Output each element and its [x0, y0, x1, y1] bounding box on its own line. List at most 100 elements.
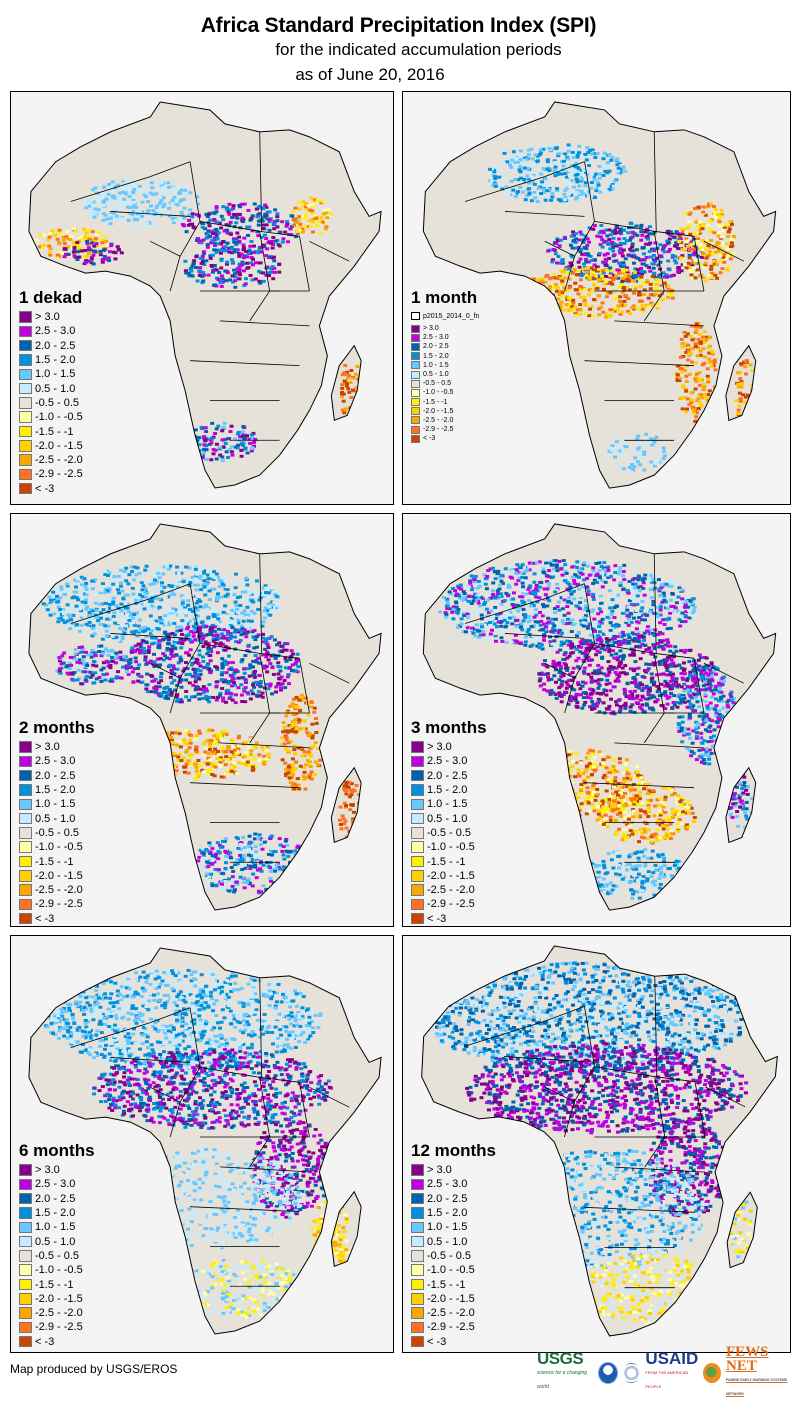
- spi-pixel: [215, 443, 219, 446]
- spi-pixel: [638, 456, 642, 459]
- spi-pixel: [224, 245, 228, 248]
- spi-pixel: [120, 589, 124, 592]
- spi-pixel: [58, 229, 62, 232]
- spi-pixel: [591, 271, 595, 274]
- spi-pixel: [183, 189, 187, 192]
- spi-pixel: [194, 775, 198, 778]
- spi-pixel: [231, 626, 235, 629]
- spi-pixel: [551, 303, 555, 306]
- spi-pixel: [76, 244, 80, 247]
- spi-pixel: [268, 614, 272, 617]
- spi-pixel: [554, 283, 558, 286]
- spi-pixel: [94, 237, 98, 240]
- spi-pixel: [104, 602, 108, 605]
- spi-pixel: [518, 186, 522, 189]
- spi-pixel: [138, 593, 142, 596]
- spi-pixel: [172, 752, 176, 755]
- spi-pixel: [265, 670, 269, 673]
- spi-pixel: [590, 289, 594, 292]
- spi-pixel: [262, 223, 266, 226]
- spi-pixel: [343, 364, 347, 367]
- spi-pixel: [226, 771, 230, 774]
- spi-pixel: [249, 749, 253, 752]
- spi-pixel: [577, 270, 581, 273]
- spi-pixel: [225, 671, 229, 674]
- spi-pixel: [569, 308, 573, 311]
- spi-pixel: [225, 261, 229, 264]
- spi-pixel: [194, 568, 198, 571]
- spi-pixel: [679, 356, 683, 359]
- spi-pixel: [218, 281, 222, 284]
- spi-pixel: [697, 407, 701, 410]
- spi-pixel: [562, 164, 566, 167]
- spi-pixel: [559, 301, 563, 304]
- spi-pixel: [107, 597, 111, 600]
- spi-pixel: [143, 659, 147, 662]
- spi-pixel: [359, 810, 363, 813]
- spi-pixel: [183, 207, 187, 210]
- legend-extra-label: p2015_2014_0_fn: [423, 313, 479, 320]
- spi-pixel: [576, 154, 580, 157]
- spi-pixel: [306, 858, 310, 861]
- spi-pixel: [676, 247, 680, 250]
- spi-pixel: [192, 262, 196, 265]
- legend-label: > 3.0: [35, 311, 60, 323]
- spi-pixel: [622, 249, 626, 252]
- spi-pixel: [38, 234, 42, 237]
- spi-pixel: [85, 623, 89, 626]
- spi-pixel: [78, 607, 82, 610]
- legend-label: -2.0 - -1.5: [423, 408, 453, 415]
- spi-pixel: [238, 595, 242, 598]
- spi-pixel: [351, 389, 355, 392]
- spi-pixel: [229, 221, 233, 224]
- spi-pixel: [578, 266, 582, 269]
- spi-pixel: [318, 759, 322, 762]
- spi-pixel: [177, 606, 181, 609]
- spi-pixel: [212, 570, 216, 573]
- spi-pixel: [212, 284, 216, 287]
- spi-pixel: [124, 188, 128, 191]
- spi-pixel: [645, 279, 649, 282]
- spi-pixel: [107, 183, 111, 186]
- spi-pixel: [615, 437, 619, 440]
- legend-swatch: [19, 397, 32, 409]
- spi-pixel: [701, 224, 705, 227]
- spi-pixel: [121, 666, 125, 669]
- spi-pixel: [678, 235, 682, 238]
- spi-pixel: [63, 248, 67, 251]
- spi-pixel: [711, 353, 715, 356]
- spi-pixel: [193, 450, 197, 453]
- spi-pixel: [282, 721, 286, 724]
- spi-pixel: [694, 388, 698, 391]
- spi-pixel: [97, 598, 101, 601]
- spi-pixel: [280, 850, 284, 853]
- spi-pixel: [232, 681, 236, 684]
- spi-pixel: [207, 587, 211, 590]
- spi-pixel: [708, 389, 712, 392]
- spi-pixel: [231, 699, 235, 702]
- spi-pixel: [311, 220, 315, 223]
- spi-pixel: [226, 242, 230, 245]
- spi-pixel: [709, 239, 713, 242]
- spi-pixel: [590, 181, 594, 184]
- spi-pixel: [573, 168, 577, 171]
- spi-pixel: [207, 752, 211, 755]
- spi-pixel: [687, 225, 691, 228]
- spi-pixel: [267, 658, 271, 661]
- spi-pixel: [83, 249, 87, 252]
- spi-pixel: [118, 618, 122, 621]
- spi-pixel: [131, 593, 135, 596]
- legend-swatch: [19, 426, 32, 438]
- spi-pixel: [494, 185, 498, 188]
- spi-pixel: [592, 298, 596, 301]
- spi-pixel: [201, 226, 205, 229]
- spi-pixel: [207, 274, 211, 277]
- spi-pixel: [213, 766, 217, 769]
- spi-pixel: [237, 255, 241, 258]
- spi-pixel: [681, 407, 685, 410]
- spi-pixel: [202, 611, 206, 614]
- spi-pixel: [241, 425, 245, 428]
- spi-pixel: [288, 777, 292, 780]
- spi-pixel: [68, 615, 72, 618]
- spi-pixel: [254, 746, 258, 749]
